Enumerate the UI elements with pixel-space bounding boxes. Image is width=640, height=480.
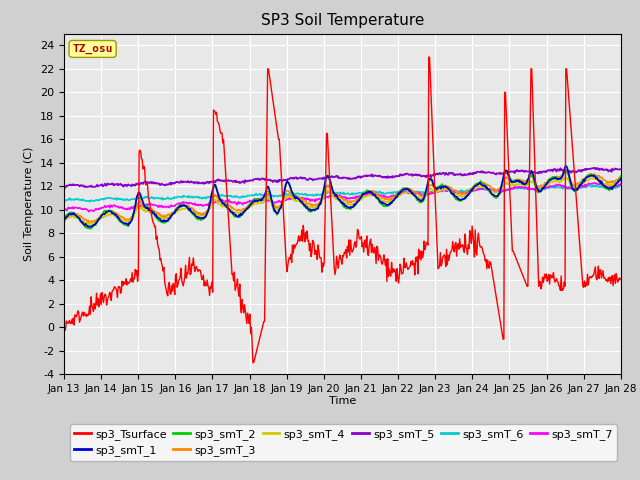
sp3_smT_6 [185,192,193,198]
X-axis label: Time: Time [329,396,356,406]
sp3_smT_4 [128,216,136,222]
sp3_Tsurface [60,321,68,327]
sp3_smT_6 [589,182,596,188]
sp3_smT_4 [70,214,78,219]
sp3_Tsurface [425,54,433,60]
sp3_Tsurface [249,360,257,366]
sp3_smT_1 [185,206,193,212]
sp3_smT_6 [60,198,68,204]
sp3_smT_5 [185,180,193,185]
sp3_Tsurface [428,112,436,118]
sp3_smT_7 [85,209,93,215]
sp3_smT_2 [617,173,625,179]
sp3_smT_1 [214,191,222,197]
sp3_smT_4 [428,186,435,192]
sp3_smT_7 [60,207,68,213]
sp3_smT_1 [70,210,78,216]
sp3_smT_1 [60,217,68,223]
Line: sp3_smT_5: sp3_smT_5 [64,168,621,188]
sp3_smT_5 [71,182,79,188]
Line: sp3_smT_6: sp3_smT_6 [64,185,621,202]
sp3_smT_6 [411,189,419,195]
sp3_smT_7 [128,205,136,211]
sp3_smT_4 [617,177,625,182]
sp3_smT_5 [617,166,625,172]
sp3_smT_4 [185,207,193,213]
Line: sp3_smT_4: sp3_smT_4 [64,178,621,225]
sp3_smT_7 [70,204,78,210]
sp3_smT_5 [428,174,435,180]
sp3_Tsurface [70,322,78,328]
sp3_smT_5 [411,172,419,178]
sp3_smT_1 [428,176,435,182]
sp3_smT_2 [562,167,570,173]
Line: sp3_smT_1: sp3_smT_1 [64,166,621,227]
sp3_smT_3 [60,216,68,221]
sp3_smT_2 [428,177,435,183]
sp3_smT_4 [84,222,92,228]
sp3_Tsurface [214,118,221,124]
sp3_smT_6 [86,199,93,204]
sp3_smT_5 [214,177,222,182]
sp3_smT_3 [617,173,625,179]
sp3_smT_3 [563,169,570,175]
sp3_smT_1 [128,216,136,222]
sp3_smT_2 [214,191,222,196]
sp3_smT_6 [214,193,222,199]
sp3_smT_2 [128,215,136,221]
sp3_smT_3 [70,211,78,216]
sp3_smT_6 [617,182,625,188]
sp3_smT_1 [411,192,419,198]
sp3_smT_5 [128,181,136,187]
sp3_smT_3 [411,190,419,195]
Line: sp3_Tsurface: sp3_Tsurface [64,57,621,363]
Line: sp3_smT_7: sp3_smT_7 [64,183,621,212]
sp3_smT_7 [428,191,435,196]
sp3_smT_6 [128,196,136,202]
sp3_smT_4 [60,218,68,224]
Text: TZ_osu: TZ_osu [72,44,113,54]
sp3_smT_5 [591,165,598,171]
sp3_smT_4 [411,192,419,197]
Title: SP3 Soil Temperature: SP3 Soil Temperature [260,13,424,28]
sp3_smT_7 [617,180,625,186]
sp3_smT_1 [86,224,94,230]
sp3_smT_7 [590,180,598,186]
sp3_Tsurface [411,272,419,278]
Y-axis label: Soil Temperature (C): Soil Temperature (C) [24,147,35,261]
sp3_smT_4 [214,201,222,207]
Line: sp3_smT_2: sp3_smT_2 [64,170,621,229]
sp3_Tsurface [127,278,135,284]
sp3_smT_6 [428,189,435,195]
sp3_smT_3 [428,182,435,188]
sp3_Tsurface [617,276,625,281]
Legend: sp3_Tsurface, sp3_smT_1, sp3_smT_2, sp3_smT_3, sp3_smT_4, sp3_smT_5, sp3_smT_6, : sp3_Tsurface, sp3_smT_1, sp3_smT_2, sp3_… [70,424,618,460]
sp3_smT_2 [86,226,94,232]
sp3_smT_2 [411,193,419,199]
sp3_smT_2 [185,206,193,212]
sp3_smT_7 [185,201,193,206]
sp3_smT_3 [128,214,136,220]
Line: sp3_smT_3: sp3_smT_3 [64,172,621,222]
sp3_smT_3 [214,196,222,202]
sp3_smT_3 [185,204,193,209]
sp3_smT_1 [617,176,625,181]
sp3_smT_7 [214,198,222,204]
sp3_smT_2 [70,211,78,216]
sp3_smT_4 [561,175,569,180]
sp3_smT_2 [60,215,68,221]
sp3_smT_5 [60,183,68,189]
sp3_smT_5 [61,185,69,191]
sp3_smT_7 [411,190,419,195]
sp3_smT_3 [86,219,93,225]
sp3_smT_1 [562,163,570,168]
sp3_Tsurface [184,271,192,276]
sp3_smT_6 [70,197,78,203]
